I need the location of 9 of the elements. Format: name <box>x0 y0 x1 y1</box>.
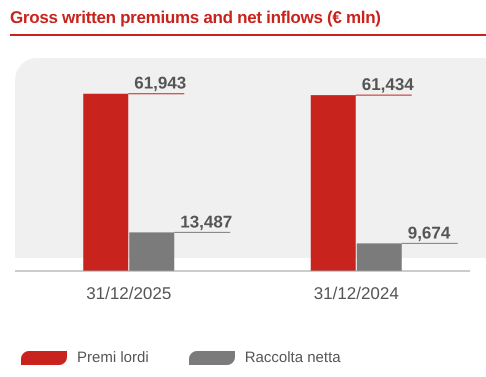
x-tick-label: 31/12/2024 <box>314 284 399 304</box>
legend-label: Premi lordi <box>77 349 149 366</box>
data-label: 61,434 <box>362 75 414 94</box>
data-label: 61,943 <box>134 74 186 93</box>
legend-label: Raccolta netta <box>244 349 341 366</box>
chart-title: Gross written premiums and net inflows (€ mln) <box>10 8 381 28</box>
data-label: 13,487 <box>180 212 232 232</box>
data-label: 9,674 <box>408 223 451 242</box>
x-tick-label: 31/12/2025 <box>86 284 172 304</box>
